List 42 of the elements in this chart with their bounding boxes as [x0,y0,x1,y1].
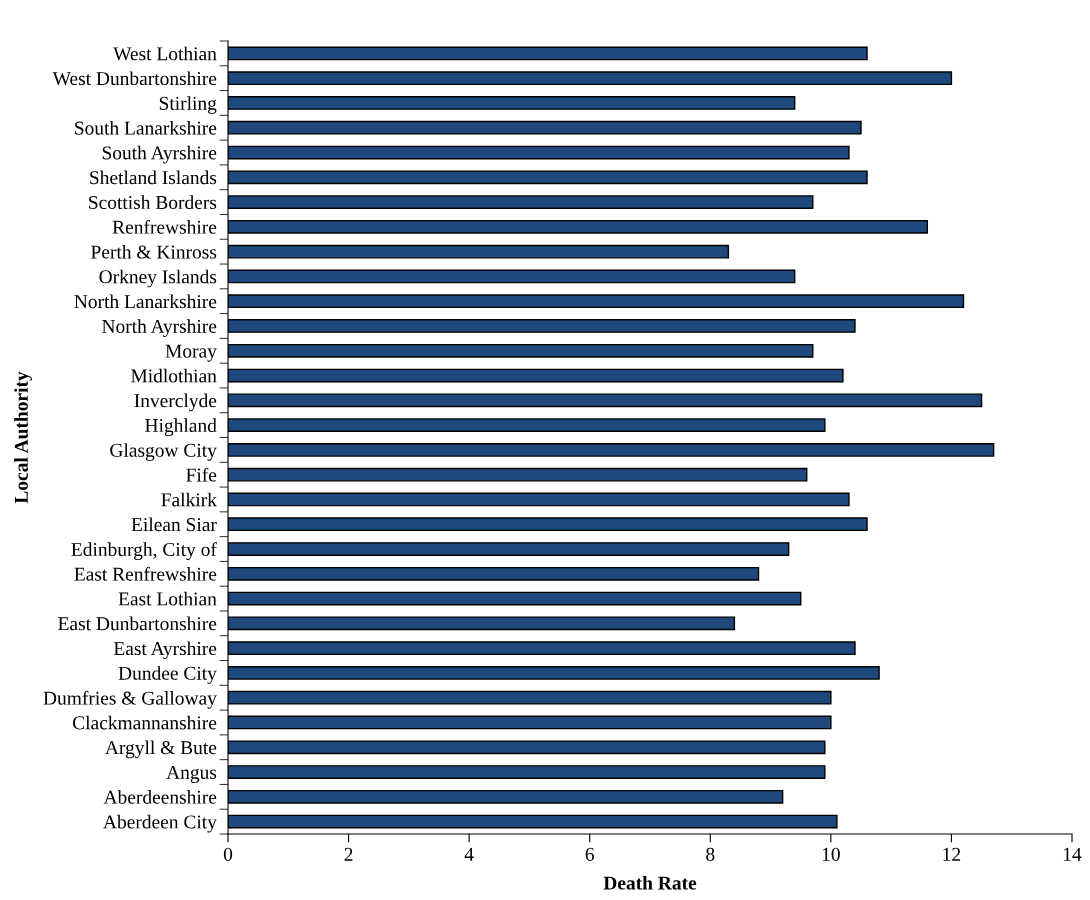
x-tick-label: 8 [706,847,715,861]
y-tick-label: Argyll & Bute [105,740,217,759]
y-tick-label: West Lothian [113,46,217,61]
y-tick-label: Angus [166,765,217,783]
y-tick-label: Scottish Borders [89,195,217,210]
y-tick-label: East Renfrewshire [74,566,217,581]
x-tick-label: 6 [585,847,594,861]
y-tick-label: Midlothian [131,368,217,383]
y-tick-label: East Ayrshire [113,641,217,660]
y-tick-label: Falkirk [161,492,217,507]
y-tick-label: Inverclyde [134,393,217,412]
y-tick-label: West Dunbartonshire [52,71,217,86]
y-tick-label: Renfrewshire [112,219,217,234]
x-axis-title: Death Rate [603,875,697,890]
y-tick-label: Moray [165,344,217,362]
y-tick-label: South Lanarkshire [75,120,217,135]
x-tick-label: 4 [464,847,474,861]
y-tick-label: East Lothian [118,591,217,606]
y-tick-label: East Dunbartonshire [58,616,217,631]
y-tick-label: South Ayrshire [102,145,217,164]
y-tick-label: North Lanarkshire [74,294,217,309]
y-tick-label: Perth & Kinross [91,244,217,259]
y-tick-label: Stirling [159,96,217,114]
y-tick-label: Dumfries & Galloway [43,690,217,709]
x-tick-label: 10 [822,847,840,861]
y-tick-label: Eilean Siar [131,517,217,532]
y-tick-label: Aberdeenshire [103,790,217,804]
y-tick-label: Aberdeen City [103,814,217,833]
y-tick-label: Fife [186,467,217,482]
y-tick-label: Shetland Islands [90,170,217,185]
y-tick-label: North Ayrshire [102,319,217,337]
y-tick-label: Highland [145,418,217,437]
x-tick-label: 14 [1063,847,1082,861]
y-tick-label: Clackmannanshire [72,715,217,730]
x-tick-label: 0 [223,847,233,861]
y-tick-label: Edinburgh, City of [71,542,217,561]
y-tick-label: Dundee City [118,666,217,684]
x-tick-label: 12 [943,847,961,861]
x-tick-label: 2 [344,847,353,861]
y-tick-label: Glasgow City [110,443,217,461]
y-tick-label: Orkney Islands [99,269,217,288]
y-axis-title: Local Authority [14,371,32,504]
